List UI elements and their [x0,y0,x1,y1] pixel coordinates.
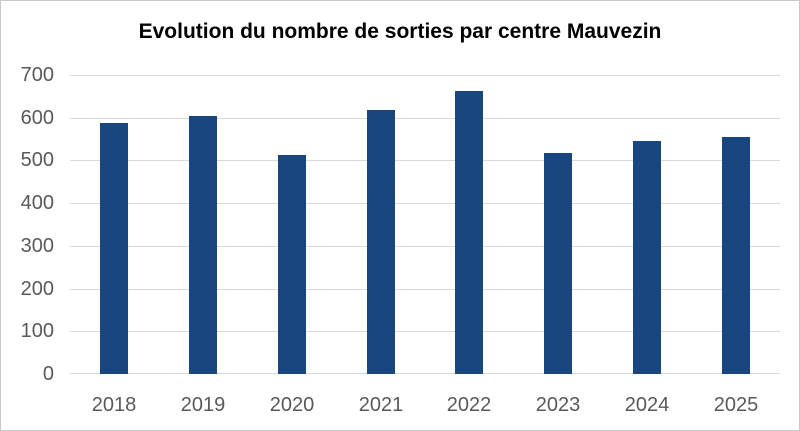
x-tick-label-2018: 2018 [91,394,137,416]
bar-2022 [455,91,483,374]
x-tick-label-2025: 2025 [713,394,759,416]
y-tick-label-100: 100 [20,320,54,343]
x-tick-label-2023: 2023 [535,394,581,416]
chart-title: Evolution du nombre de sorties par centr… [138,20,662,43]
gridline-200 [70,289,780,290]
y-axis-labels: 0 100 200 300 400 500 600 700 [1,64,54,385]
bar-2020 [278,155,306,374]
plot-area [70,75,780,374]
gridline-500 [70,160,780,161]
y-tick-label-700: 700 [20,64,54,86]
y-tick-label-600: 600 [20,106,54,129]
y-tick-label-500: 500 [20,149,54,172]
gridline-100 [70,331,780,332]
bar-2021 [367,110,395,374]
x-tick-label-2022: 2022 [446,394,492,416]
y-tick-label-300: 300 [20,234,54,257]
y-tick-label-200: 200 [20,277,54,300]
gridline-400 [70,203,780,204]
bar-2025 [722,137,750,374]
bar-2023 [544,153,572,374]
gridline-600 [70,118,780,119]
bar-2024 [633,141,661,374]
bar-2018 [100,123,128,374]
x-tick-label-2021: 2021 [358,394,404,416]
y-tick-label-400: 400 [20,192,54,215]
y-tick-label-0: 0 [42,363,54,385]
x-tick-label-2020: 2020 [269,394,315,416]
gridline-300 [70,246,780,247]
x-tick-label-2024: 2024 [624,394,670,416]
gridline-0 [70,373,780,374]
bar-2019 [189,116,217,374]
x-axis-labels: 2018 2019 2020 2021 2022 2023 2024 2025 [70,393,780,419]
gridline-700 [70,75,780,76]
x-tick-label-2019: 2019 [180,394,226,416]
